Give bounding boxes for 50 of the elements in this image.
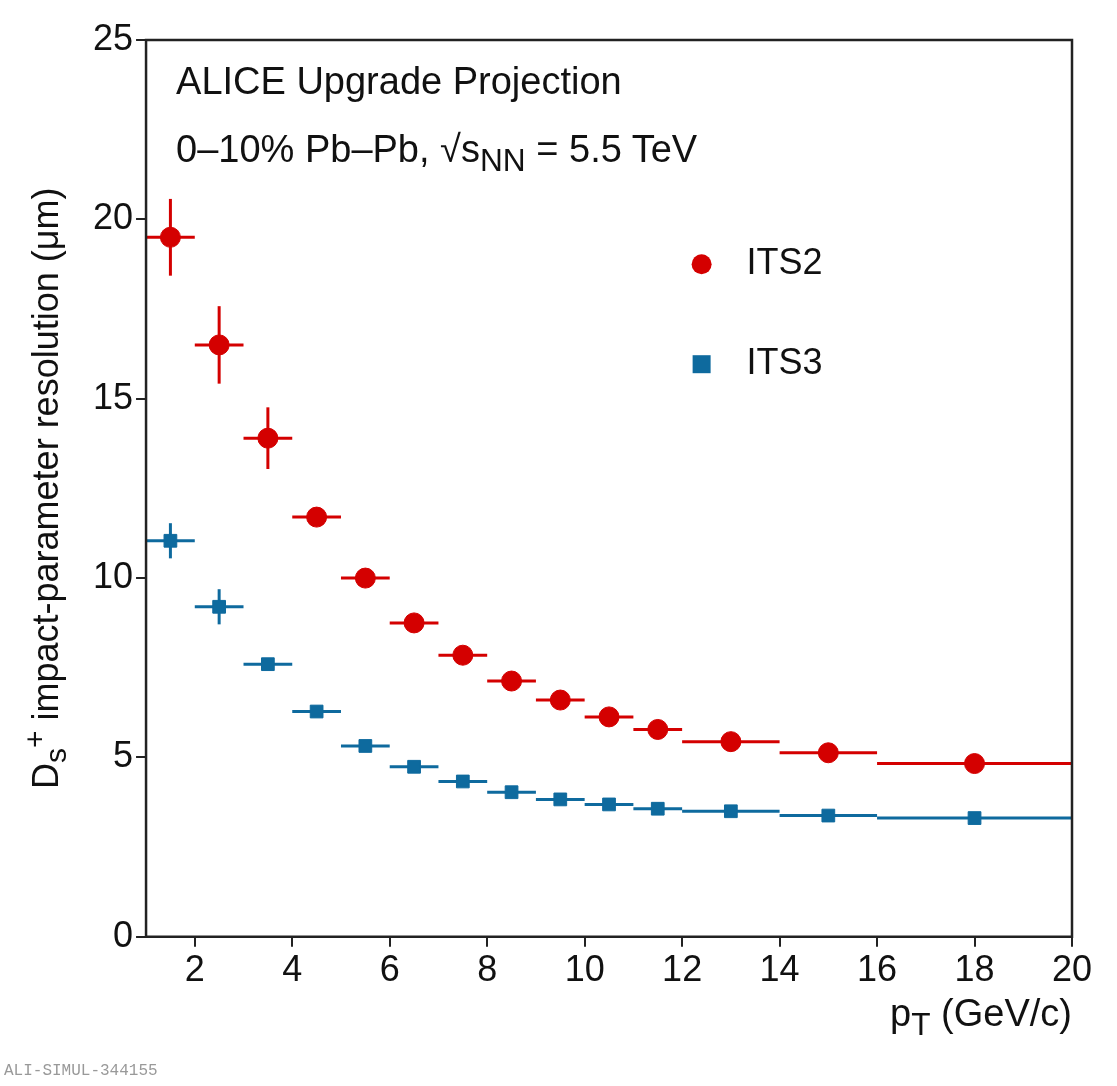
legend-label: ITS3: [746, 341, 823, 383]
point: [817, 742, 839, 764]
point: [163, 533, 178, 548]
point: [452, 644, 474, 666]
point: [159, 226, 181, 248]
x-tick-label: 18: [954, 948, 995, 990]
x-tick-label: 10: [564, 948, 605, 990]
point: [964, 753, 986, 775]
point: [598, 706, 620, 728]
point: [257, 427, 279, 449]
point: [504, 785, 519, 800]
y-tick-label: 5: [113, 734, 134, 776]
point: [549, 689, 571, 711]
point: [650, 801, 665, 816]
y-tick-label: 15: [93, 375, 134, 417]
annotation: ALICE Upgrade Projection: [176, 60, 622, 103]
x-tick-label: 4: [282, 948, 303, 990]
point: [723, 804, 738, 819]
x-tick-label: 6: [379, 948, 400, 990]
point: [306, 506, 328, 528]
point: [647, 718, 669, 740]
legend-label: ITS2: [746, 241, 823, 283]
point: [212, 599, 227, 614]
y-tick-label: 0: [113, 913, 134, 955]
point: [403, 612, 425, 634]
x-tick-label: 8: [477, 948, 498, 990]
x-axis-title: p$_{T}$ (GeV/c): [890, 991, 1072, 1043]
y-tick-label: 10: [93, 555, 134, 596]
x-tick-label: 16: [857, 948, 898, 990]
point: [354, 567, 376, 589]
annotation: 0–10% Pb–Pb, √s$_{NN}$ = 5.5 TeV: [176, 128, 698, 179]
x-tick-label: 12: [662, 948, 703, 990]
point: [821, 808, 836, 823]
point: [407, 759, 421, 774]
y-tick-label: 20: [93, 196, 134, 238]
point: [553, 792, 568, 807]
point: [967, 811, 982, 825]
point: [261, 657, 275, 672]
point: [358, 739, 373, 753]
point: [309, 704, 324, 719]
y-tick-label: 25: [93, 16, 134, 58]
x-tick-label: 20: [1051, 948, 1093, 990]
x-tick-label: 2: [184, 948, 205, 990]
point: [602, 797, 616, 812]
point: [208, 334, 230, 356]
point: [455, 774, 470, 789]
point: [501, 670, 523, 692]
point: [720, 731, 742, 753]
x-tick-label: 14: [759, 948, 800, 990]
text: ALI-SIMUL-344155: [4, 1062, 158, 1080]
